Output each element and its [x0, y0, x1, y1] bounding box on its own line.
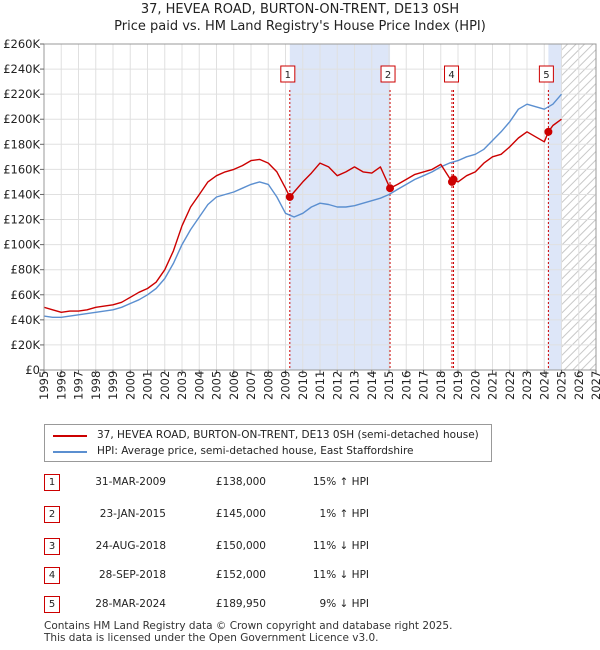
transaction-hpi: 11% ↓ HPI [312, 540, 369, 552]
transaction-hpi: 11% ↓ HPI [312, 569, 369, 581]
transaction-hpi: 1% ↑ HPI [319, 508, 369, 520]
x-tick-label: 2019 [451, 371, 465, 400]
x-tick-label: 1996 [54, 371, 68, 400]
x-tick-label: 2025 [555, 371, 569, 400]
price-chart: 1 2 4 5 £0 £20K £40K £60K £80K £100K £120K £140K £1… [3, 37, 600, 400]
x-tick-label: 2027 [589, 371, 600, 400]
sale-point [449, 175, 458, 184]
transaction-date: 28-MAR-2024 [95, 598, 166, 610]
x-tick-label: 2014 [365, 371, 379, 400]
y-tick-label: £180K [3, 137, 40, 151]
table-row: 1 31-MAR-2009 £138,000 15% ↑ HPI [44, 474, 444, 492]
y-tick-label: £200K [3, 112, 40, 126]
x-tick-label: 2026 [572, 371, 586, 400]
y-tick-label: £140K [3, 187, 40, 201]
shaded-range [548, 44, 562, 370]
x-tick-label: 1997 [72, 371, 86, 400]
transaction-price: £189,950 [215, 598, 266, 610]
x-tick-label: 1999 [106, 371, 120, 400]
sale-marker-label: 5 [543, 70, 549, 81]
sale-point [544, 127, 553, 136]
x-tick-label: 2004 [192, 371, 206, 400]
x-tick-label: 2012 [330, 371, 344, 400]
y-tick-label: £160K [3, 162, 40, 176]
sale-marker-label: 4 [448, 70, 454, 81]
sale-marker-box [538, 65, 554, 83]
sale-marker-box [380, 65, 396, 83]
x-tick-label: 1995 [37, 371, 51, 400]
transaction-hpi: 9% ↓ HPI [319, 598, 369, 610]
x-tick-label: 2008 [261, 371, 275, 400]
x-tick-label: 2006 [227, 371, 241, 400]
footer-license: This data is licensed under the Open Gov… [44, 632, 379, 644]
y-tick-label: £220K [3, 87, 40, 101]
chart-subtitle: Price paid vs. HM Land Registry's House … [114, 19, 486, 34]
x-tick-label: 2000 [123, 371, 137, 400]
x-tick-label: 2007 [244, 371, 258, 400]
legend-label-hpi: HPI: Average price, semi-detached house,… [97, 445, 414, 457]
x-tick-label: 2018 [434, 371, 448, 400]
y-tick-label: £20K [11, 338, 41, 352]
y-tick-label: £120K [3, 213, 40, 227]
table-row: 3 24-AUG-2018 £150,000 11% ↓ HPI [44, 538, 444, 556]
transaction-date: 28-SEP-2018 [98, 569, 166, 581]
transaction-number: 3 [44, 538, 60, 555]
legend-swatch-hpi [53, 451, 87, 453]
table-row: 4 28-SEP-2018 £152,000 11% ↓ HPI [44, 567, 444, 585]
transaction-number: 1 [44, 474, 60, 491]
x-tick-label: 2015 [382, 371, 396, 400]
x-tick-label: 1998 [89, 371, 103, 400]
x-tick-label: 2009 [279, 371, 293, 400]
x-tick-label: 2005 [210, 371, 224, 400]
x-tick-label: 2002 [158, 371, 172, 400]
chart-title: 37, HEVEA ROAD, BURTON-ON-TRENT, DE13 0S… [140, 2, 460, 17]
sale-marker-box [280, 65, 296, 83]
price-paid-line [44, 118, 562, 313]
transaction-number: 2 [44, 506, 60, 523]
sale-marker-label: 2 [385, 70, 391, 81]
transaction-hpi: 15% ↑ HPI [312, 476, 369, 488]
transaction-date: 31-MAR-2009 [95, 476, 166, 488]
x-tick-label: 2016 [399, 371, 413, 400]
legend: 37, HEVEA ROAD, BURTON-ON-TRENT, DE13 0S… [44, 424, 492, 462]
transaction-date: 24-AUG-2018 [95, 540, 166, 552]
sale-marker-box [444, 65, 460, 83]
sale-point [285, 192, 294, 201]
transaction-price: £152,000 [215, 569, 266, 581]
x-tick-label: 2020 [468, 371, 482, 400]
legend-label-price: 37, HEVEA ROAD, BURTON-ON-TRENT, DE13 0S… [97, 429, 479, 441]
sale-marker-label: 1 [285, 70, 291, 81]
x-tick-label: 2017 [417, 371, 431, 400]
transaction-price: £138,000 [215, 476, 266, 488]
y-tick-label: £40K [11, 313, 41, 327]
x-tick-label: 2013 [348, 371, 362, 400]
transaction-number: 5 [44, 596, 60, 613]
hpi-line [44, 93, 563, 318]
transaction-price: £150,000 [215, 540, 266, 552]
footer-copyright: Contains HM Land Registry data © Crown c… [44, 620, 453, 632]
table-row: 2 23-JAN-2015 £145,000 1% ↑ HPI [44, 506, 444, 524]
transaction-price: £145,000 [215, 508, 266, 520]
x-tick-label: 2023 [520, 371, 534, 400]
y-tick-label: £260K [3, 37, 40, 51]
x-tick-label: 2022 [503, 371, 517, 400]
y-tick-label: £240K [3, 62, 40, 76]
x-tick-label: 2021 [486, 371, 500, 400]
x-tick-label: 2010 [296, 371, 310, 400]
transaction-number: 4 [44, 567, 60, 584]
y-tick-label: £60K [11, 288, 41, 302]
legend-swatch-price [53, 435, 87, 437]
x-tick-label: 2003 [175, 371, 189, 400]
sale-point [386, 184, 395, 193]
transaction-date: 23-JAN-2015 [99, 508, 166, 520]
y-tick-label: £0 [25, 363, 40, 377]
y-tick-label: £100K [3, 238, 40, 252]
x-tick-label: 2011 [313, 371, 327, 400]
table-row: 5 28-MAR-2024 £189,950 9% ↓ HPI [44, 596, 444, 614]
x-tick-label: 2024 [537, 371, 551, 400]
y-tick-label: £80K [11, 263, 41, 277]
x-tick-label: 2001 [141, 371, 155, 400]
